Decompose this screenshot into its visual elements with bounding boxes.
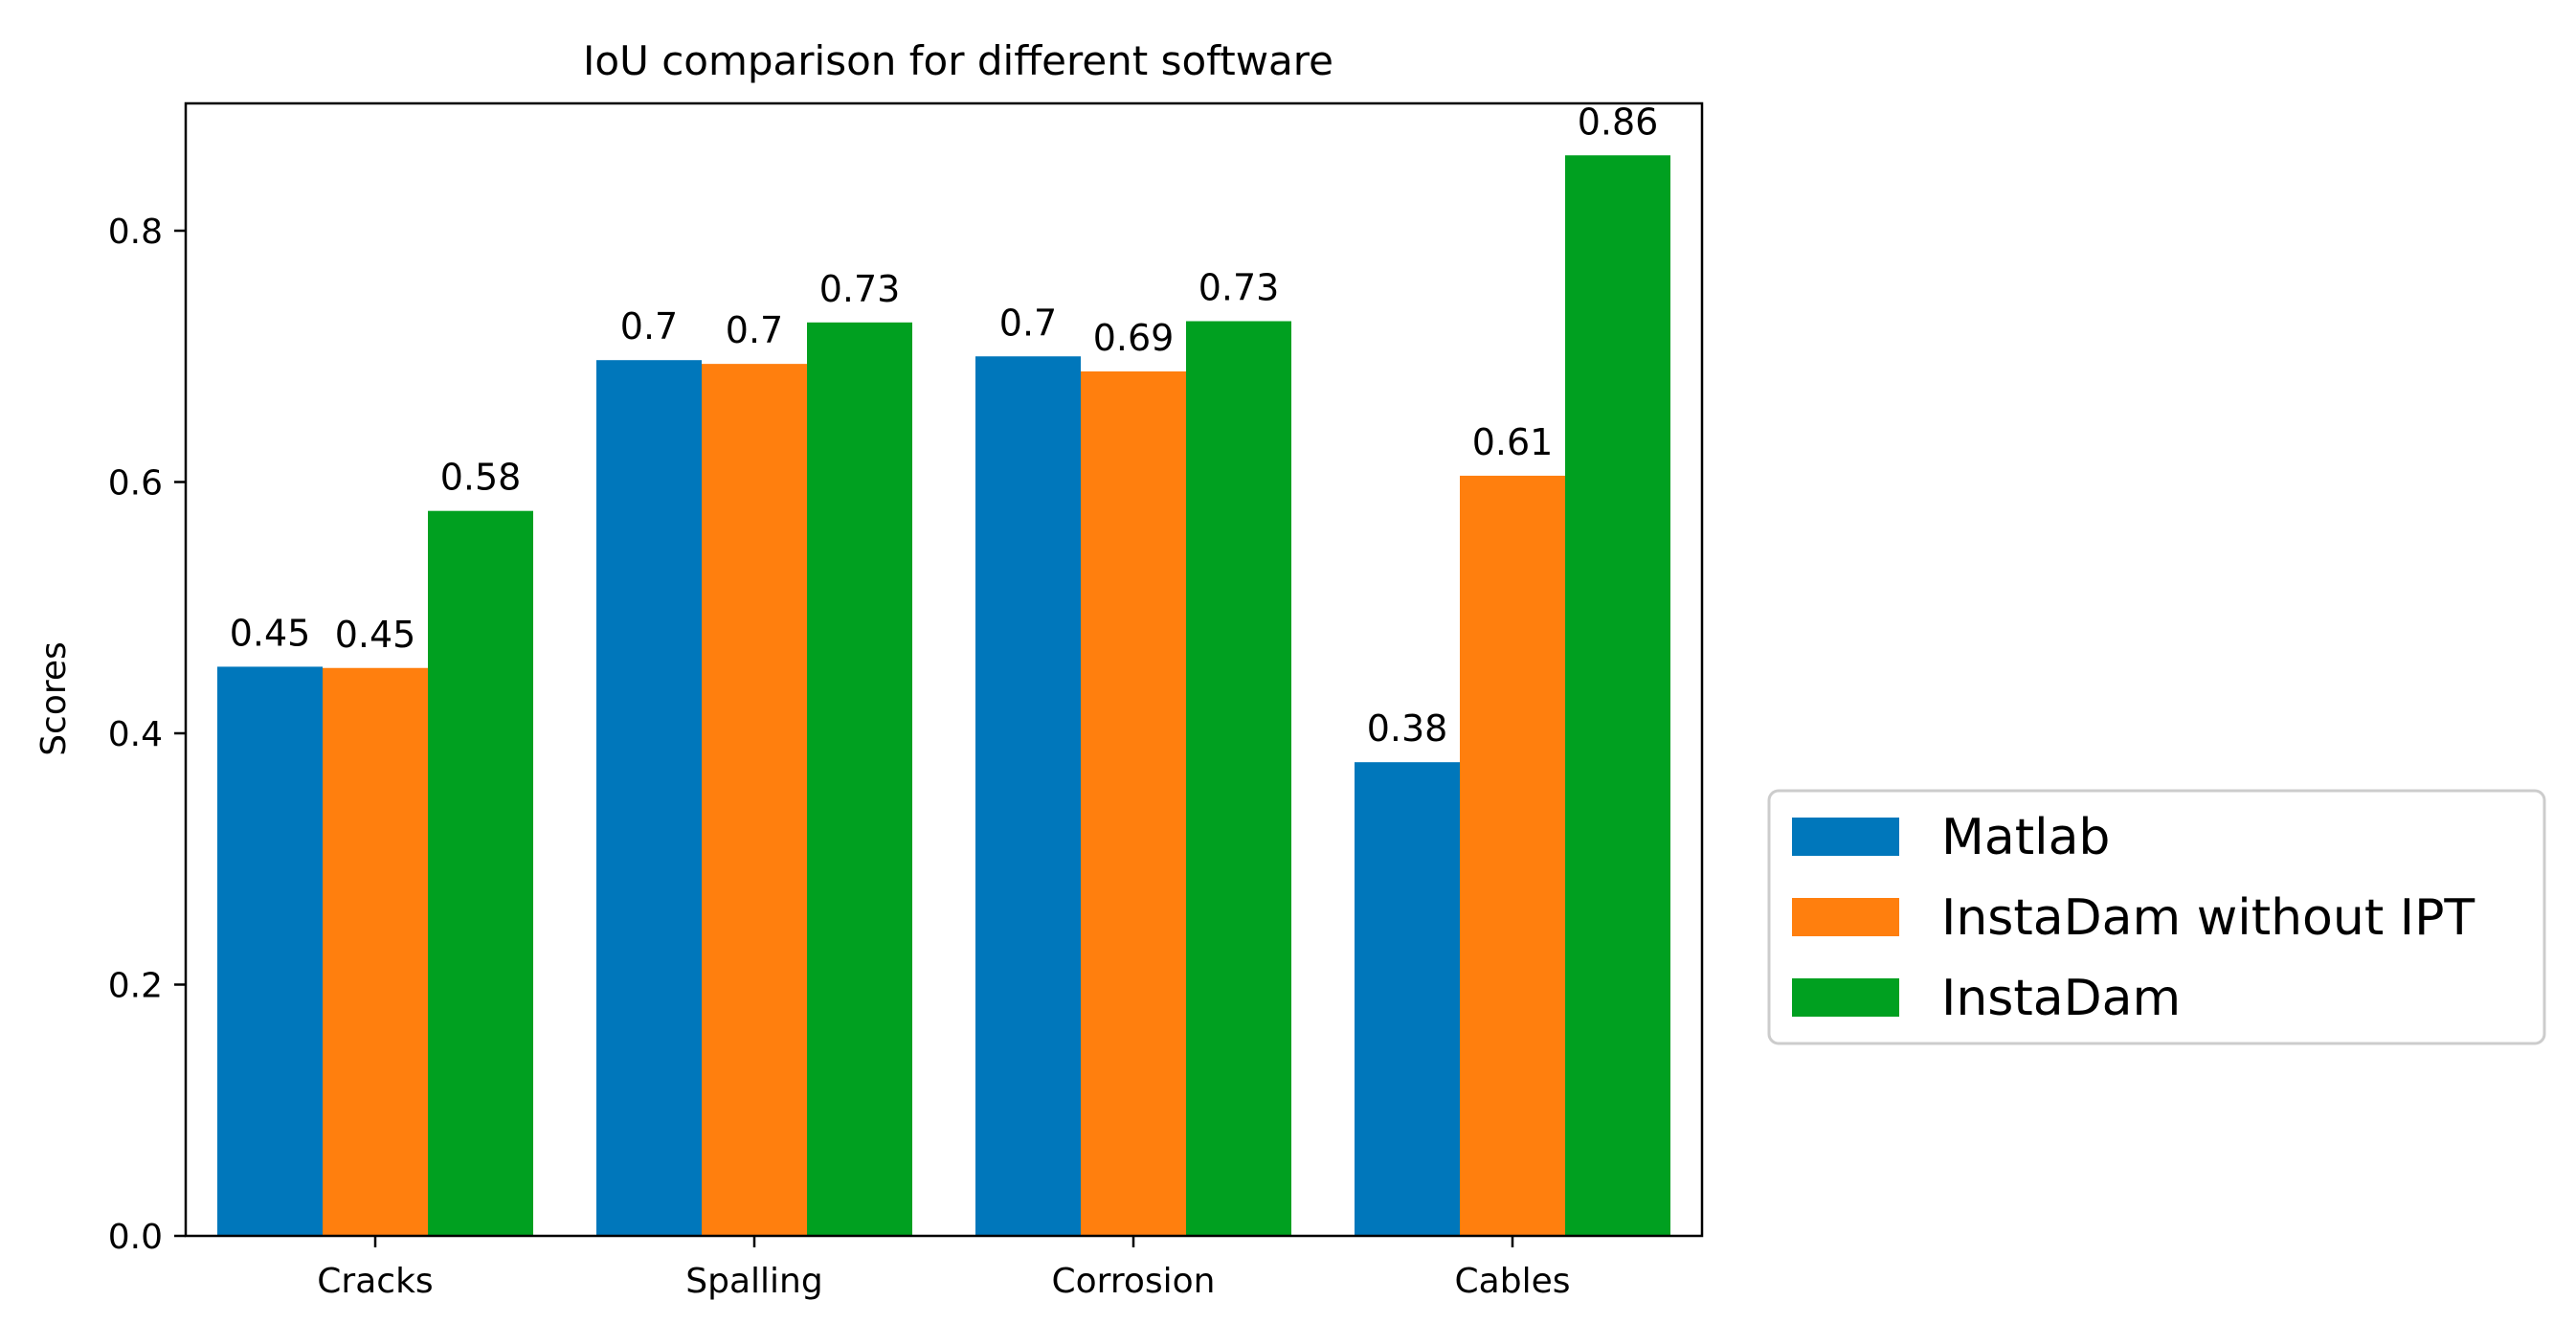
data-label: 0.45: [230, 612, 311, 654]
bar-cables-instadam-without-ipt: [1460, 475, 1565, 1236]
y-axis-label: Scores: [34, 641, 74, 756]
bar-corrosion-matlab: [975, 356, 1081, 1236]
legend-swatch: [1792, 978, 1899, 1017]
x-tick-label: Cables: [1455, 1262, 1571, 1301]
x-tick-label: Corrosion: [1052, 1262, 1216, 1301]
data-label: 0.7: [999, 302, 1057, 344]
data-label: 0.86: [1578, 101, 1659, 143]
legend: Matlab InstaDam without IPT InstaDam: [1767, 789, 2546, 1045]
data-label: 0.38: [1367, 707, 1448, 750]
y-tick-label: 0.0: [108, 1218, 163, 1257]
x-tick-label: Spalling: [685, 1262, 822, 1301]
bar-spalling-instadam-without-ipt: [702, 364, 807, 1236]
legend-label: InstaDam: [1941, 970, 2181, 1027]
bar-cables-matlab: [1355, 762, 1460, 1236]
legend-swatch: [1792, 898, 1899, 936]
bar-cracks-instadam-without-ipt: [323, 667, 428, 1236]
y-tick-label: 0.2: [108, 967, 163, 1006]
legend-swatch: [1792, 818, 1899, 856]
data-label: 0.45: [335, 614, 416, 656]
bars-layer: [217, 155, 1670, 1236]
data-labels-layer: 0.45 0.45 0.58 0.7 0.7 0.73 0.7 0.69 0.73 0.38 0.6…: [230, 101, 1659, 750]
legend-entries: Matlab InstaDam without IPT InstaDam: [1792, 809, 2475, 1027]
y-tick-label: 0.6: [108, 464, 163, 504]
x-axis: Cracks Spalling Corrosion Cables: [317, 1236, 1570, 1301]
legend-label: InstaDam without IPT: [1941, 889, 2475, 947]
data-label: 0.58: [440, 457, 522, 499]
data-label: 0.61: [1472, 421, 1554, 463]
data-label: 0.7: [726, 309, 783, 351]
data-label: 0.7: [620, 305, 678, 348]
data-label: 0.73: [819, 268, 901, 310]
bar-corrosion-instadam: [1186, 321, 1291, 1236]
bar-cracks-matlab: [217, 666, 323, 1236]
legend-label: Matlab: [1941, 809, 2110, 866]
bar-spalling-instadam: [807, 322, 912, 1236]
plot-frame: [184, 101, 1704, 1238]
y-tick-label: 0.8: [108, 213, 163, 252]
y-axis: 0.0 0.2 0.4 0.6 0.8: [108, 213, 186, 1257]
x-tick-label: Cracks: [317, 1262, 433, 1301]
data-label: 0.69: [1093, 317, 1175, 359]
bar-spalling-matlab: [596, 360, 702, 1236]
data-label: 0.73: [1198, 267, 1280, 309]
bar-cracks-instadam: [428, 510, 533, 1236]
bar-corrosion-instadam-without-ipt: [1081, 371, 1186, 1236]
bar-cables-instadam: [1565, 155, 1670, 1236]
legend-frame: [1767, 789, 2546, 1045]
y-tick-label: 0.4: [108, 715, 163, 754]
chart-title: IoU comparison for different software: [583, 37, 1333, 84]
